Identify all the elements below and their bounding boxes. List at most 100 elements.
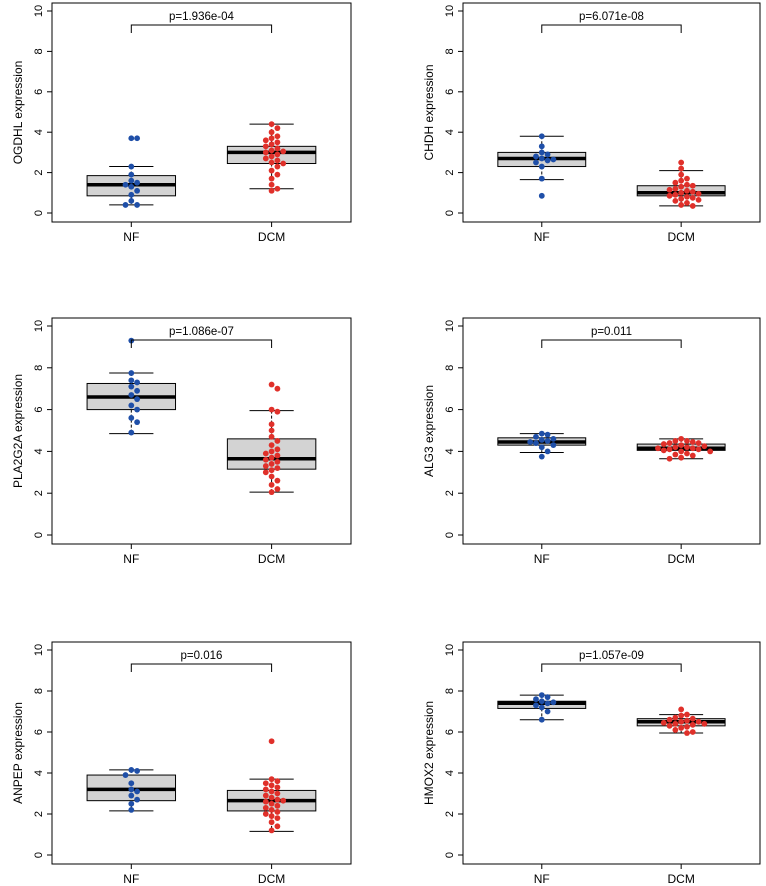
point-dcm <box>660 441 667 447</box>
x-tick-label-dcm: DCM <box>667 872 694 886</box>
y-tick-label: 8 <box>444 688 456 694</box>
y-tick-label: 6 <box>444 729 456 735</box>
point-dcm <box>684 193 690 200</box>
point-dcm <box>274 145 281 152</box>
point-dcm <box>268 153 275 160</box>
point-dcm <box>678 718 685 725</box>
point-nf <box>128 197 135 204</box>
y-tick-label: 10 <box>444 320 456 332</box>
point-nf <box>134 406 141 413</box>
point-dcm <box>280 160 287 167</box>
point-nf <box>538 444 545 451</box>
point-dcm <box>268 776 275 783</box>
p-value-label: p=1.936e-04 <box>169 11 235 23</box>
point-dcm <box>268 807 275 813</box>
y-tick-label: 6 <box>444 89 456 95</box>
point-nf <box>134 387 141 394</box>
point-dcm <box>672 438 679 444</box>
x-tick-label-dcm: DCM <box>258 872 285 886</box>
x-tick-label-nf: NF <box>123 552 139 566</box>
point-dcm <box>684 444 690 451</box>
x-tick-label-nf: NF <box>534 230 550 244</box>
y-axis-label: OGDHL expression <box>11 61 25 165</box>
point-dcm <box>268 788 275 795</box>
point-dcm <box>274 815 281 821</box>
point-dcm <box>666 192 673 199</box>
point-dcm <box>678 177 685 184</box>
point-dcm <box>689 721 696 728</box>
chart-panel-2: 0 2 4 6 8 10 CHDH expression NF DCM p=6.071e-08 <box>422 2 761 244</box>
point-nf <box>538 716 545 723</box>
point-nf <box>538 175 545 182</box>
point-nf <box>550 699 557 706</box>
point-dcm <box>672 444 679 451</box>
y-tick-label: 8 <box>33 688 45 694</box>
point-dcm <box>660 447 667 454</box>
point-dcm <box>268 406 275 413</box>
point-dcm <box>678 448 685 455</box>
point-dcm <box>274 784 281 791</box>
point-dcm <box>268 181 275 188</box>
point-nf <box>538 698 545 705</box>
point-dcm <box>672 727 679 733</box>
y-tick-label: 4 <box>444 129 456 135</box>
point-nf <box>134 187 141 194</box>
point-dcm <box>672 191 679 198</box>
point-dcm <box>672 451 679 458</box>
point-dcm <box>262 137 269 144</box>
point-nf <box>538 143 545 150</box>
point-dcm <box>274 790 281 797</box>
point-dcm <box>262 469 269 476</box>
point-dcm <box>274 465 281 472</box>
point-nf <box>544 431 551 438</box>
point-dcm <box>672 197 679 204</box>
point-dcm <box>672 179 679 186</box>
y-tick-label: 10 <box>33 644 45 656</box>
point-nf <box>538 155 545 162</box>
chart-panel-3: 0 2 4 6 8 10 PLA2G2A expression NF DCM p=1.086e-0… <box>11 317 352 566</box>
point-dcm <box>268 827 275 834</box>
y-tick-label: 8 <box>444 365 456 371</box>
point-nf <box>538 437 545 443</box>
point-dcm <box>666 716 673 723</box>
point-dcm <box>678 712 685 719</box>
point-dcm <box>678 454 685 461</box>
point-nf <box>128 383 135 390</box>
point-dcm <box>672 720 679 727</box>
point-nf <box>134 796 141 803</box>
point-nf <box>544 694 551 701</box>
point-dcm <box>684 711 690 718</box>
y-tick-label: 6 <box>33 729 45 735</box>
point-dcm <box>274 171 281 178</box>
point-nf <box>538 453 545 460</box>
point-dcm <box>262 792 269 799</box>
y-tick-label: 4 <box>444 448 456 454</box>
point-dcm <box>666 186 673 193</box>
point-dcm <box>262 811 269 817</box>
point-nf <box>527 439 534 445</box>
point-dcm <box>689 203 696 209</box>
point-dcm <box>678 171 685 178</box>
y-axis-label: ALG3 expression <box>422 385 436 477</box>
point-nf <box>128 370 135 376</box>
x-tick-label-nf: NF <box>534 872 550 886</box>
point-dcm <box>280 148 287 155</box>
point-nf <box>134 379 141 386</box>
point-dcm <box>274 163 281 170</box>
point-dcm <box>666 722 673 729</box>
point-nf <box>128 183 135 190</box>
point-dcm <box>660 719 667 726</box>
point-dcm <box>695 196 702 203</box>
point-nf <box>128 163 135 170</box>
point-dcm <box>274 458 281 465</box>
y-tick-label: 0 <box>444 852 456 858</box>
point-dcm <box>262 780 269 787</box>
point-dcm <box>689 188 696 195</box>
point-nf <box>538 192 545 199</box>
point-nf <box>134 788 141 795</box>
y-axis-label: CHDH expression <box>422 64 436 160</box>
point-nf <box>550 442 557 449</box>
point-dcm <box>268 421 275 428</box>
point-dcm <box>274 139 281 146</box>
